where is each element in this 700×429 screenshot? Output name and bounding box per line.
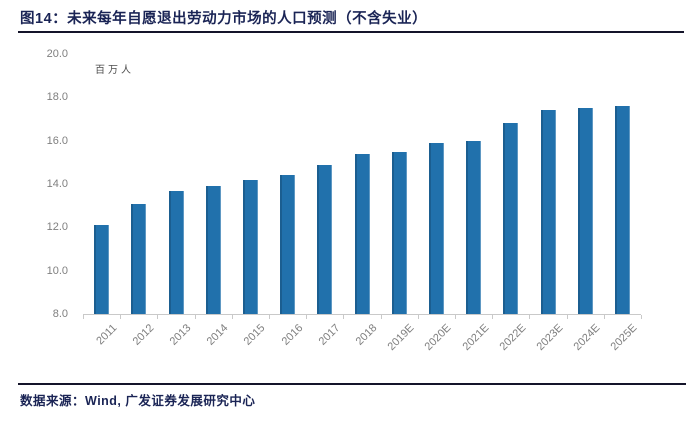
title-divider [18,31,684,33]
x-axis-tickmark [455,315,456,319]
y-axis-tick-label: 18.0 [46,91,68,104]
x-axis-tickmark [417,315,419,319]
bar-2022E [503,123,519,314]
x-axis-tick-label: 2023E [534,322,566,353]
bar-2016 [280,175,296,314]
y-axis-tick-label: 16.0 [46,134,68,147]
bar-2014 [205,186,221,314]
data-source: 数据来源：Wind, 广发证券发展研究中心 [20,394,256,408]
x-axis-tick-label: 2011 [93,322,120,348]
x-axis-tickmark [194,315,196,319]
x-axis-tick-label: 2022E [497,322,529,353]
x-axis-tick-label: 2015 [242,322,268,348]
x-axis-tick-label: 2024E [571,322,603,353]
x-axis-tickmark [603,315,605,319]
x-axis-tick-label: 2014 [204,322,231,348]
x-axis-tickmark [83,315,84,319]
footer-divider [18,383,686,385]
x-axis-tick-label: 2013 [167,322,194,348]
x-axis-line [83,314,641,315]
y-axis-tick-label: 10.0 [46,264,68,277]
bar-2020E [428,142,444,314]
bar-2023E [540,110,556,314]
x-axis-tick-label: 2016 [279,322,306,348]
bar-2021E [466,140,482,314]
x-axis-tickmark [529,315,531,319]
x-axis-tick-label: 2020E [422,322,454,353]
bar-2019E [391,151,407,314]
x-axis-tickmark [492,315,494,319]
x-axis-tick-label: 2012 [130,322,157,348]
bar-2017 [317,164,333,314]
y-axis-unit-label: 百万人 [95,65,134,76]
bar-2018 [354,153,370,314]
x-axis-tickmark [231,315,233,319]
bar-chart: 百万人 20.0 18.0 16.0 14.0 12.0 10.0 8.0 2011 2012 2… [0,34,700,379]
x-axis-tick-label: 2025E [608,322,640,353]
y-axis-tick-label: 20.0 [46,48,68,60]
x-axis-tickmark [641,315,642,319]
x-axis-tick-label: 2018 [353,322,380,348]
bar-2015 [242,179,258,314]
y-axis-tick-label: 14.0 [46,178,68,190]
bar-2012 [131,203,147,314]
x-axis-tickmark [306,315,308,319]
x-axis-tickmark [343,315,345,319]
x-axis-tickmark [120,315,122,319]
bar-2024E [577,108,593,314]
x-axis-tickmark [269,315,270,319]
y-axis-tick-label: 8.0 [52,308,68,320]
bar-2025E [614,106,630,314]
bar-2011 [94,225,110,314]
bar-2013 [168,190,184,314]
x-axis-tickmark [380,315,382,319]
x-axis-tick-label: 2017 [316,322,343,348]
x-axis-tick-label: 2021E [460,322,492,353]
x-axis-tickmark [566,315,568,319]
y-axis-tick-label: 12.0 [46,221,68,234]
figure-title: 图14：未来每年自愿退出劳动力市场的人口预测（不含失业） [20,11,428,27]
x-axis-tick-label: 2019E [385,322,417,353]
x-axis-tickmark [157,315,159,319]
